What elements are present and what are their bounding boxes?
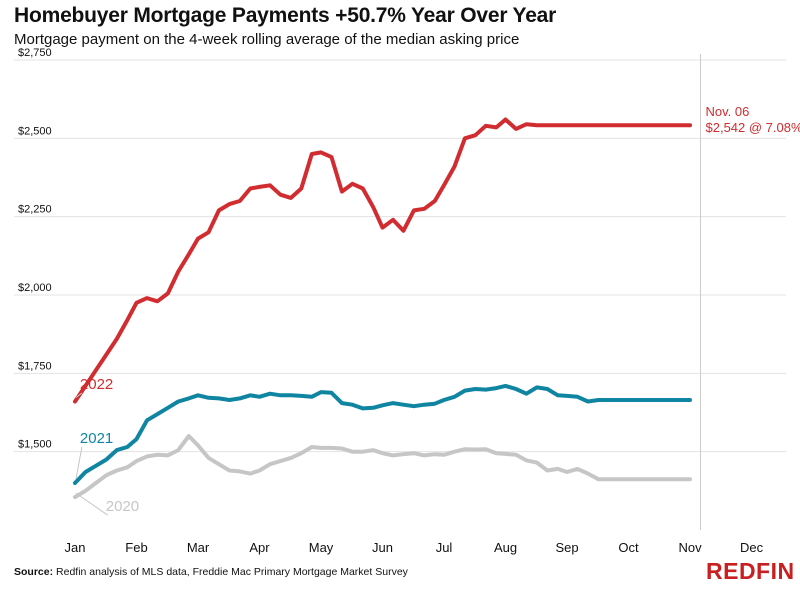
source-text: Redfin analysis of MLS data, Freddie Mac…	[56, 566, 408, 578]
source-label: Source:	[14, 566, 54, 578]
source-note: Source: Redfin analysis of MLS data, Fre…	[14, 566, 408, 578]
y-tick-label: $2,500	[18, 125, 52, 137]
series-labels: 2022 2021 2020	[75, 376, 139, 516]
x-tick-label: Nov	[678, 540, 702, 555]
gridlines	[14, 59, 786, 453]
x-tick-label: Mar	[187, 540, 210, 555]
series-leader-2020	[75, 492, 109, 516]
annotation-date: Nov. 06	[706, 104, 750, 119]
x-axis-ticks: Jan Feb Mar Apr May Jun Jul Aug Sep Oct Nov Dec	[65, 540, 764, 555]
series-line-2021	[73, 383, 692, 485]
series-leader-2022	[75, 392, 83, 398]
x-tick-label: Dec	[740, 540, 764, 555]
x-tick-label: Jan	[65, 540, 86, 555]
x-tick-label: Oct	[618, 540, 639, 555]
series-layer	[73, 117, 692, 500]
annotation-value: $2,542 @ 7.08%	[706, 120, 800, 135]
series-label-2020: 2020	[106, 498, 139, 515]
x-tick-label: Apr	[249, 540, 270, 555]
y-tick-label: $2,000	[18, 282, 52, 294]
y-tick-label: $1,500	[18, 439, 52, 451]
chart-subtitle: Mortgage payment on the 4-week rolling a…	[14, 31, 520, 48]
annotation-layer: Nov. 06$2,542 @ 7.08%	[706, 104, 800, 135]
x-tick-label: Feb	[125, 540, 147, 555]
series-leader-2021	[75, 446, 83, 480]
y-tick-label: $2,750	[18, 47, 52, 59]
series-label-2021: 2021	[80, 430, 113, 447]
series-line-2020	[73, 434, 692, 500]
redfin-logo: REDFIN	[706, 558, 795, 584]
x-tick-label: Jul	[436, 540, 453, 555]
x-tick-label: May	[309, 540, 334, 555]
y-axis-ticks: $1,500 $1,750 $2,000 $2,250 $2,500 $2,750	[18, 47, 52, 451]
chart-title: Homebuyer Mortgage Payments +50.7% Year …	[14, 4, 557, 27]
x-tick-label: Jun	[372, 540, 393, 555]
x-tick-label: Aug	[494, 540, 517, 555]
y-tick-label: $1,750	[18, 360, 52, 372]
series-label-2022: 2022	[80, 376, 113, 393]
series-line-2022	[73, 117, 692, 404]
x-tick-label: Sep	[555, 540, 578, 555]
y-tick-label: $2,250	[18, 204, 52, 216]
